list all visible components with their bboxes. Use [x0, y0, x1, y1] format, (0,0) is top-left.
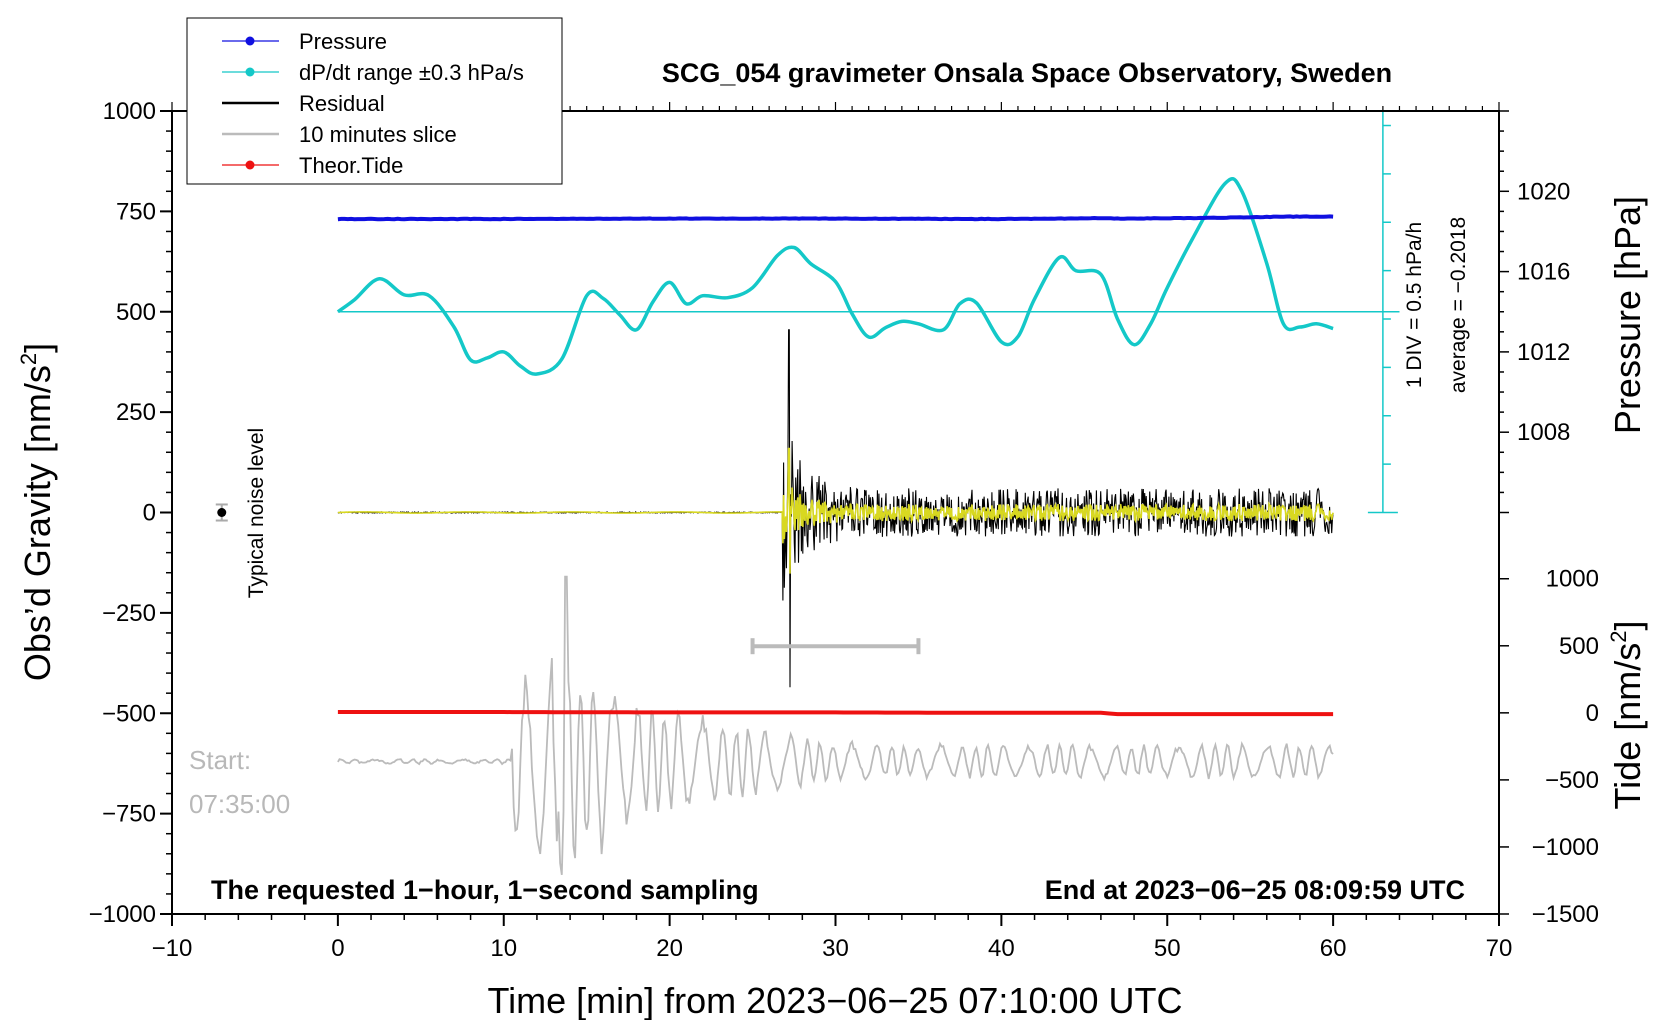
x-tick-label: 0	[331, 935, 344, 962]
x-tick-label: 20	[656, 935, 683, 962]
tide-tick-label: −1000	[1532, 834, 1599, 861]
pressure-tick-label: 1012	[1517, 339, 1570, 366]
series-layer	[215, 111, 1400, 876]
x-axis-label: Time [min] from 2023−06−25 07:10:00 UTC	[487, 980, 1182, 1020]
series-theor-tide	[337, 710, 1334, 717]
series-pressure	[337, 214, 1334, 222]
tide-tick-label: 500	[1559, 633, 1599, 660]
x-tick-label: −10	[152, 935, 193, 962]
y-left-tick-label: 750	[116, 198, 156, 225]
legend-label: Residual	[299, 91, 385, 116]
pressure-axis-label: Pressure [hPa]	[1607, 196, 1648, 434]
annotation-noise-label: Typical noise level	[245, 428, 268, 598]
tide-tick-label: −500	[1545, 767, 1599, 794]
x-tick-label: 40	[988, 935, 1015, 962]
legend-marker	[245, 36, 255, 46]
annotation-start-label: Start:	[189, 745, 251, 775]
legend-label: dP/dt range ±0.3 hPa/s	[299, 60, 524, 85]
legend-marker	[245, 67, 255, 77]
y-left-tick-label: 500	[116, 299, 156, 326]
y-left-tick-label: −1000	[89, 901, 156, 928]
x-tick-label: 70	[1486, 935, 1513, 962]
legend-label: 10 minutes slice	[299, 122, 457, 147]
tide-tick-label: 1000	[1546, 566, 1599, 593]
pressure-tick-label: 1008	[1517, 419, 1570, 446]
annotation-requested-sampling: The requested 1−hour, 1−second sampling	[211, 875, 759, 905]
tide-axis-label: Tide [nm/s2]	[1606, 621, 1648, 810]
legend-label: Pressure	[299, 29, 387, 54]
legend-box	[186, 17, 563, 185]
y-left-tick-label: −250	[102, 600, 156, 627]
y-left-tick-label: −500	[102, 700, 156, 727]
x-tick-label: 30	[822, 935, 849, 962]
annotation-end-time: End at 2023−06−25 08:09:59 UTC	[1045, 875, 1465, 905]
series-residual-lowpass	[337, 447, 1334, 574]
annotation-average-label: average = −0.2018	[1447, 217, 1470, 393]
tide-tick-label: −1500	[1532, 901, 1599, 928]
noise-dot	[217, 508, 227, 517]
y-axis-left-label: Obs’d Gravity [nm/s2]	[16, 343, 58, 681]
x-tick-label: 10	[490, 935, 517, 962]
pressure-tick-label: 1020	[1517, 178, 1570, 205]
y-left-tick-label: 250	[116, 399, 156, 426]
legend: Pressure dP/dt range ±0.3 hPa/s Residual 10…	[186, 17, 563, 185]
y-left-tick-label: 0	[143, 500, 156, 527]
series-10-minutes-slice	[337, 575, 1334, 876]
x-tick-label: 60	[1320, 935, 1347, 962]
chart-title: SCG_054 gravimeter Onsala Space Observat…	[662, 58, 1392, 88]
x-tick-label: 50	[1154, 935, 1181, 962]
series-dpdt	[336, 177, 1334, 376]
legend-label: Theor.Tide	[299, 153, 403, 178]
annotation-start-time: 07:35:00	[189, 789, 290, 819]
legend-marker	[245, 160, 255, 170]
tide-tick-label: 0	[1586, 700, 1599, 727]
y-left-tick-label: −750	[102, 801, 156, 828]
annotation-div-label: 1 DIV = 0.5 hPa/h	[1403, 222, 1426, 388]
pressure-tick-label: 1016	[1517, 259, 1570, 286]
y-left-tick-label: 1000	[103, 98, 156, 125]
